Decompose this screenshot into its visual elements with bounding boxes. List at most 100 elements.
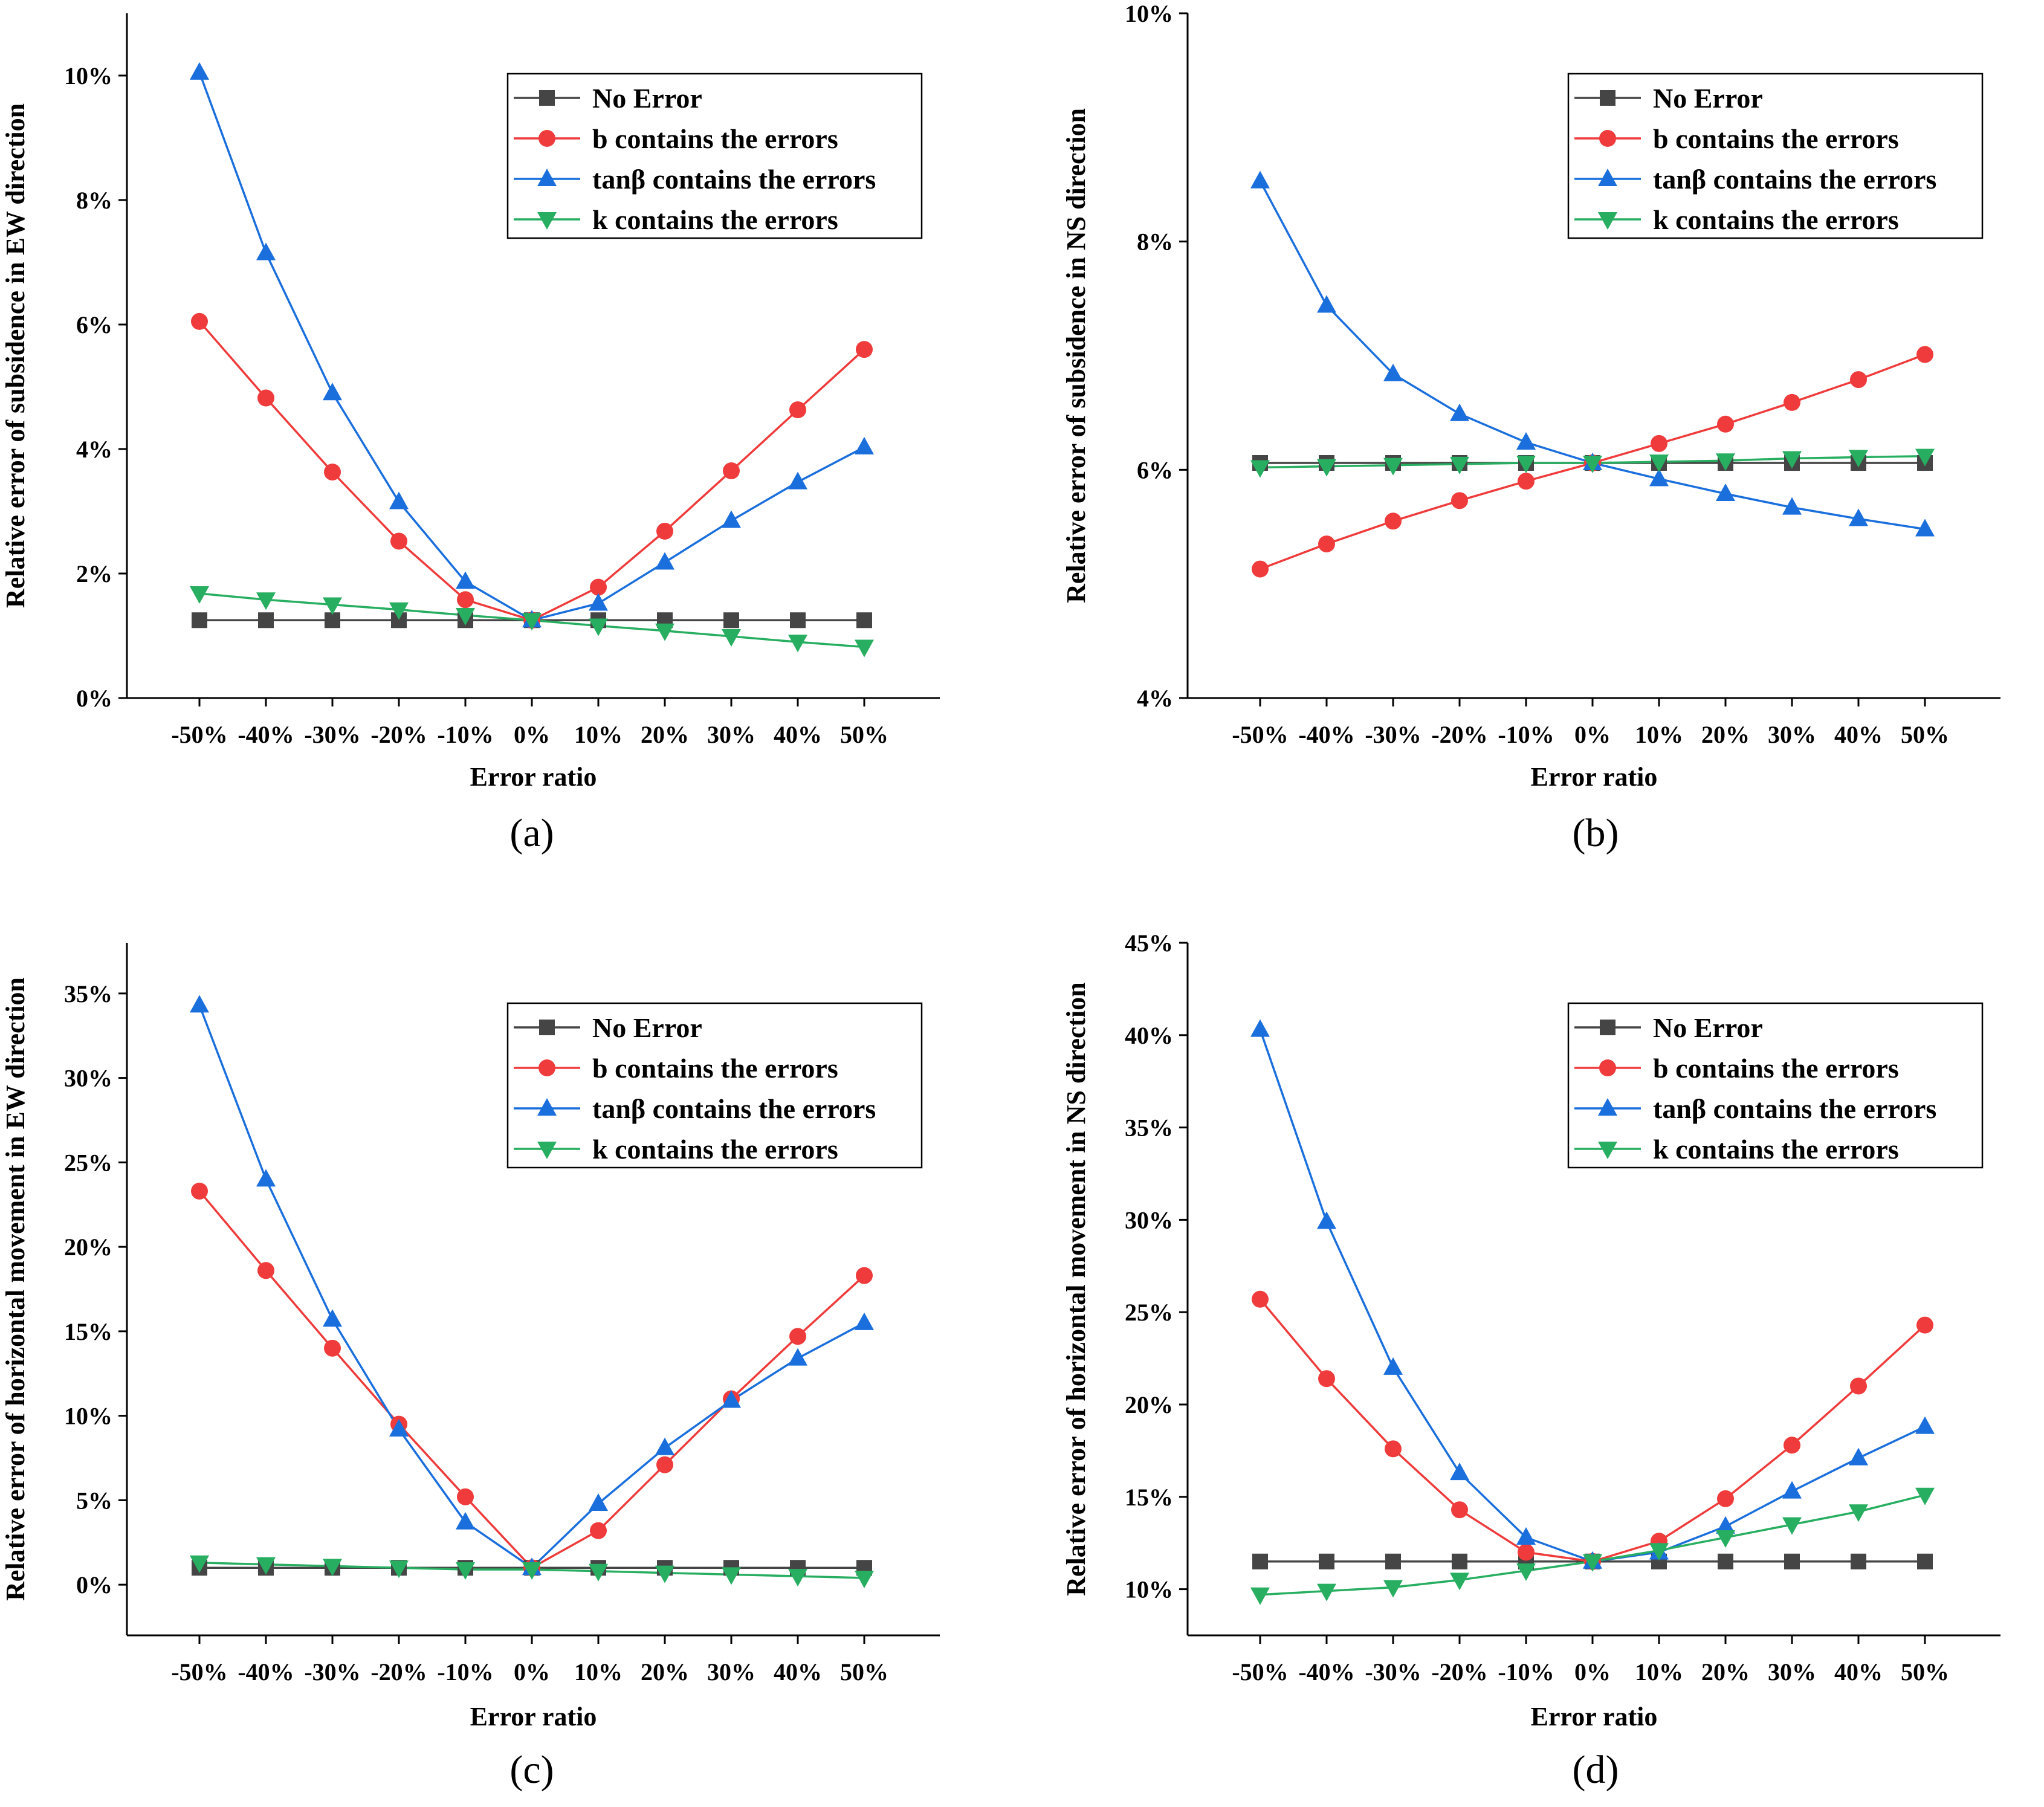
legend-marker-no-error (539, 90, 555, 106)
data-point-tan-errors (1716, 483, 1735, 501)
data-point-tan-errors (1849, 1447, 1868, 1466)
data-point-tan-errors (1915, 1416, 1935, 1434)
data-point-k-errors (1450, 456, 1469, 474)
data-point-k-errors (190, 1555, 209, 1573)
legend-box (506, 73, 923, 239)
legend-marker-tan-errors (537, 1098, 557, 1116)
data-point-k-errors (1782, 451, 1802, 469)
legend-label-k-errors: k contains the errors (592, 1134, 838, 1165)
data-point-no-error (192, 612, 207, 629)
data-point-b-errors (390, 532, 407, 550)
data-point-b-errors (324, 464, 341, 481)
data-point-k-errors (1317, 1583, 1336, 1602)
data-point-tan-errors (323, 383, 342, 401)
x-tick-label: -20% (370, 1658, 427, 1686)
legend-marker-tan-errors (1598, 169, 1617, 186)
y-tick-label: 6% (1137, 456, 1173, 483)
legend-label-no-error: No Error (1653, 83, 1763, 114)
data-point-k-errors (1250, 1587, 1270, 1605)
data-point-k-errors (456, 1562, 475, 1580)
x-tick-label: 20% (1701, 721, 1750, 748)
x-tick-label: 0% (1574, 1658, 1611, 1686)
y-axis-title: Relative error of horizontal movement in… (1, 977, 30, 1601)
x-tick-label: -40% (238, 1658, 294, 1686)
legend-label-b-errors: b contains the errors (592, 123, 838, 154)
data-point-b-errors (1385, 1440, 1402, 1458)
x-tick-label: -50% (1232, 1658, 1288, 1686)
data-point-k-errors (1849, 450, 1868, 468)
y-tick-label: 5% (76, 1487, 112, 1514)
data-point-b-errors (1850, 371, 1867, 389)
data-point-k-errors (722, 629, 741, 647)
data-point-k-errors (589, 1563, 608, 1582)
x-tick-label: 50% (840, 1658, 888, 1686)
legend-marker-b-errors (538, 130, 555, 147)
legend-marker-no-error (1600, 90, 1615, 106)
series-line-b-errors (1259, 1298, 1926, 1563)
legend-label-b-errors: b contains the errors (1653, 123, 1899, 154)
y-tick-label: 0% (76, 685, 112, 712)
y-tick-label: 4% (76, 436, 112, 463)
data-point-b-errors (856, 1267, 873, 1284)
data-point-tan-errors (190, 62, 209, 80)
x-tick-label: -20% (370, 721, 427, 748)
y-axis-title: Relative error of subsidence in EW direc… (1, 103, 30, 608)
data-point-tan-errors (1782, 497, 1802, 515)
legend-marker-k-errors (1598, 1142, 1617, 1159)
y-tick-label: 6% (76, 311, 112, 338)
data-point-tan-errors (855, 436, 874, 454)
x-tick-label: -30% (1365, 721, 1421, 748)
data-point-k-errors (1716, 453, 1735, 471)
data-point-k-errors (1649, 1543, 1669, 1561)
x-tick-label: 40% (1834, 721, 1883, 748)
x-tick-label: -40% (1298, 1658, 1354, 1686)
data-point-tan-errors (1782, 1481, 1802, 1499)
y-tick-label: 20% (1125, 1391, 1173, 1418)
x-tick-label: 20% (641, 1658, 689, 1686)
data-point-b-errors (257, 389, 274, 407)
data-point-tan-errors (655, 552, 674, 570)
panel-caption: (c) (509, 1748, 554, 1792)
data-point-b-errors (1252, 1290, 1269, 1308)
data-point-b-errors (1651, 435, 1667, 452)
chart-panel-2: 4% 6% 8% 10% -50% -40% -30% -20% -10% 0% 10% 20% 30%… (1061, 0, 2000, 855)
legend-marker-tan-errors (537, 169, 557, 186)
x-tick-label: -10% (437, 721, 493, 748)
data-point-tan-errors (1849, 508, 1868, 526)
legend-label-no-error: No Error (592, 83, 702, 114)
x-tick-label: 40% (774, 1658, 822, 1686)
data-point-b-errors (590, 1522, 607, 1539)
legend-label-tan-errors: tanβ contains the errors (592, 164, 876, 195)
chart-panel-1: 0% 2% 4% 6% 8% 10% -50% -40% -30% -20% -10% 0% 10% 20… (1, 13, 940, 855)
data-point-tan-errors (1383, 363, 1403, 381)
y-tick-label: 30% (1125, 1206, 1173, 1233)
panel-caption: (b) (1573, 811, 1619, 855)
data-point-tan-errors (190, 995, 209, 1013)
x-tick-label: -50% (171, 1658, 227, 1686)
x-tick-label: -30% (304, 721, 360, 748)
data-point-k-errors (1317, 459, 1336, 477)
data-point-no-error (723, 612, 739, 629)
data-point-no-error (1452, 1553, 1467, 1569)
data-point-b-errors (1451, 1501, 1468, 1519)
y-tick-label: 30% (64, 1065, 112, 1092)
data-point-no-error (1917, 1553, 1933, 1569)
data-point-k-errors (1516, 456, 1536, 474)
data-point-k-errors (456, 608, 475, 626)
legend-label-tan-errors: tanβ contains the errors (592, 1093, 876, 1124)
data-point-k-errors (655, 1565, 674, 1583)
data-point-b-errors (1451, 492, 1468, 509)
data-point-k-errors (855, 639, 874, 658)
data-point-k-errors (522, 613, 542, 631)
data-point-tan-errors (788, 471, 807, 490)
legend-marker-tan-errors (1598, 1098, 1617, 1116)
data-point-k-errors (788, 635, 807, 653)
data-point-no-error (1252, 1553, 1268, 1569)
data-point-k-errors (1649, 454, 1669, 473)
data-point-b-errors (1850, 1377, 1867, 1395)
legend-marker-b-errors (1599, 130, 1616, 147)
legend-box (1567, 73, 1984, 239)
x-axis-title: Error ratio (1531, 762, 1658, 792)
x-tick-label: -40% (238, 721, 294, 748)
data-point-tan-errors (1649, 468, 1669, 486)
